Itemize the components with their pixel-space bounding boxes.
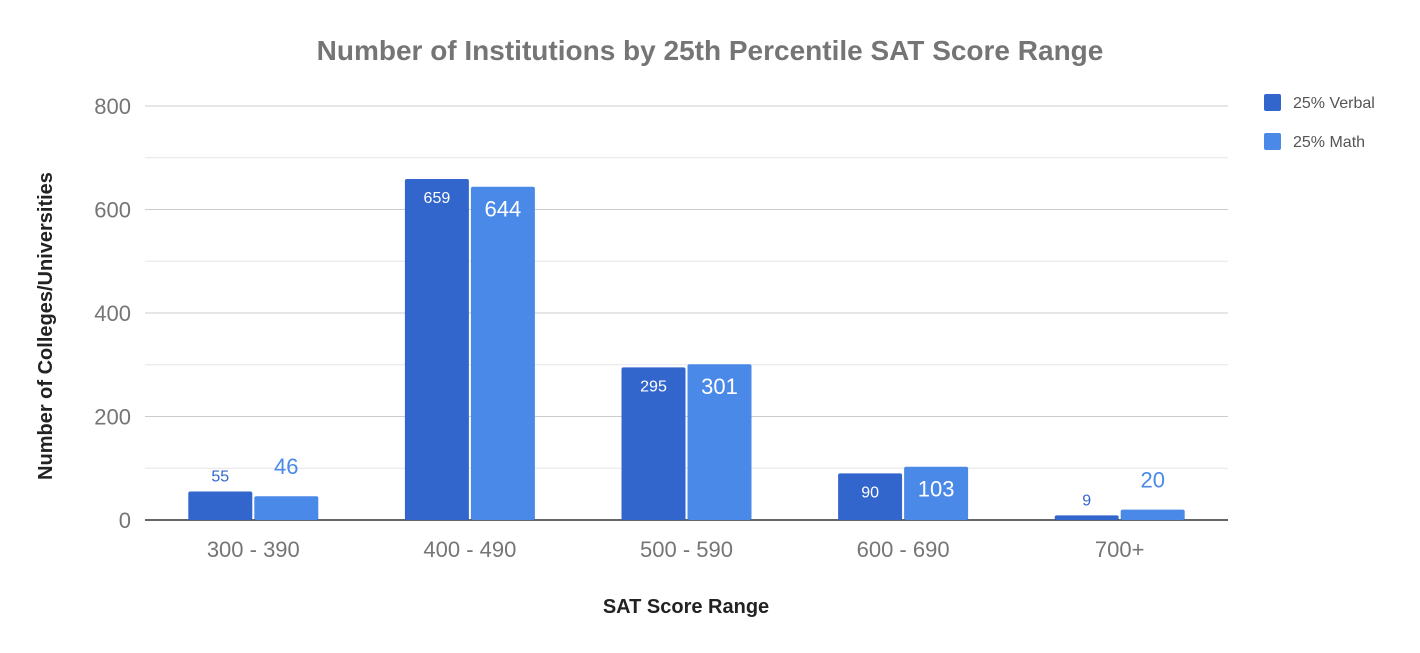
bar-verbal-0 [188,491,253,520]
legend-swatch [1264,133,1281,150]
x-tick-label: 300 - 390 [207,537,300,562]
bar-math-1 [470,186,535,521]
bar-math-4 [1120,509,1185,520]
y-tick-label: 400 [94,301,131,326]
bars [188,178,1185,521]
x-tick-label: 400 - 490 [423,537,516,562]
bar-verbal-4 [1054,515,1119,520]
bar-math-2 [687,364,752,520]
data-label: 9 [1082,492,1091,509]
data-label: 301 [701,374,738,399]
y-tick-label: 0 [119,508,131,533]
data-label: 295 [640,378,667,395]
grid: 0 200 400 600 800 [94,94,1228,533]
x-tick-label: 500 - 590 [640,537,733,562]
legend: 25% Verbal 25% Math [1264,94,1375,151]
y-tick-label: 600 [94,198,131,223]
y-tick-label: 200 [94,405,131,430]
chart-title: Number of Institutions by 25th Percentil… [317,35,1104,66]
bar-verbal-1 [404,178,469,520]
data-label: 644 [485,197,522,222]
y-axis-title: Number of Colleges/Universities [35,172,57,480]
x-tick-label: 600 - 690 [857,537,950,562]
data-label: 20 [1140,468,1164,493]
data-label: 659 [424,190,451,207]
legend-label: 25% Math [1293,134,1365,151]
y-tick-label: 800 [94,94,131,119]
bar-verbal-3 [838,473,903,520]
bar-math-3 [904,466,969,520]
bar-verbal-2 [621,367,686,520]
legend-swatch [1264,94,1281,111]
data-label: 103 [918,477,955,502]
data-labels: 55 46 659 644 295 301 90 103 9 20 [211,190,1165,509]
data-label: 46 [274,454,298,479]
legend-label: 25% Verbal [1293,95,1375,112]
x-axis-title: SAT Score Range [603,596,769,618]
x-tick-label: 700+ [1095,537,1145,562]
data-label: 55 [211,469,229,486]
bar-math-0 [254,496,319,520]
x-axis-ticks: 300 - 390 400 - 490 500 - 590 600 - 690 700+ [207,537,1145,562]
data-label: 90 [861,484,879,501]
